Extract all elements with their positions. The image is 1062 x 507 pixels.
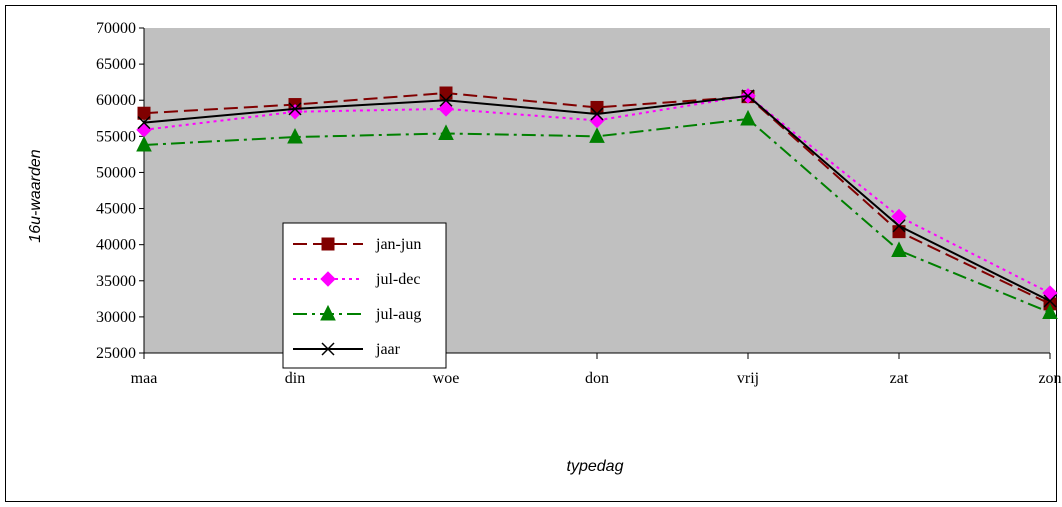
series-jaar <box>137 89 1057 308</box>
y-tick-label: 65000 <box>96 56 136 73</box>
y-tick-label: 30000 <box>96 309 136 326</box>
x-marker-stroke <box>288 102 302 116</box>
y-tick-label: 35000 <box>96 273 136 290</box>
x-tick-label: zon <box>1038 370 1061 387</box>
legend-label-jan-jun: jan-jun <box>375 236 421 253</box>
y-tick-label: 25000 <box>96 345 136 362</box>
plot-area <box>144 28 1050 353</box>
data-point-jul-aug <box>589 127 605 143</box>
legend-label-jul-aug: jul-aug <box>375 306 421 323</box>
legend-label-jul-dec: jul-dec <box>375 271 420 288</box>
x-tick-label: vrij <box>737 370 759 387</box>
data-point-jaar <box>439 93 453 107</box>
x-marker-stroke <box>137 116 151 130</box>
x-tick-label: don <box>585 370 609 387</box>
data-point-jul-aug <box>287 127 303 144</box>
x-marker-stroke <box>439 93 453 107</box>
data-point-jul-aug <box>1042 303 1058 320</box>
data-point-jaar <box>288 102 302 116</box>
series-jul-aug <box>136 109 1058 320</box>
legend-marker-jul-dec <box>320 271 336 287</box>
y-tick-label: 50000 <box>96 164 136 181</box>
y-tick-label: 70000 <box>96 20 136 37</box>
legend-marker-jaar <box>321 342 335 356</box>
x-axis-title: typedag <box>567 458 624 475</box>
data-point-jaar <box>741 89 755 103</box>
legend-box <box>282 222 447 369</box>
x-marker-stroke <box>892 219 906 233</box>
data-point-jan-jun <box>439 86 453 100</box>
x-marker-stroke <box>321 342 335 356</box>
data-point-jul-dec <box>438 101 454 117</box>
data-point-jul-aug <box>891 241 907 257</box>
data-point-jan-jun <box>137 106 151 120</box>
x-tick-label: din <box>285 370 305 387</box>
x-tick-label: maa <box>131 370 158 387</box>
x-tick-label: zat <box>890 370 909 387</box>
data-point-jul-aug <box>438 124 454 140</box>
y-tick-label: 40000 <box>96 237 136 254</box>
data-point-jul-aug <box>136 135 152 152</box>
x-marker-stroke <box>1043 294 1057 308</box>
y-tick-label: 55000 <box>96 128 136 145</box>
data-point-jul-dec <box>891 208 907 225</box>
legend-marker-jul-aug <box>320 304 336 321</box>
legend-label-jaar: jaar <box>375 341 401 358</box>
y-axis-title: 16u-waarden <box>27 149 44 243</box>
y-tick-label: 60000 <box>96 92 136 109</box>
data-point-jan-jun <box>590 100 604 114</box>
data-point-jaar <box>892 219 906 233</box>
data-point-jaar <box>590 107 604 121</box>
data-point-jul-aug <box>740 109 756 126</box>
x-marker-stroke <box>741 89 755 103</box>
x-tick-label: woe <box>433 370 460 387</box>
legend: jan-jun jul-dec jul-aug jaar <box>282 222 447 369</box>
data-point-jaar <box>137 116 151 130</box>
legend-marker-jan-jun <box>321 237 335 251</box>
x-marker-stroke <box>590 107 604 121</box>
data-point-jaar <box>1043 294 1057 308</box>
y-tick-label: 45000 <box>96 201 136 218</box>
